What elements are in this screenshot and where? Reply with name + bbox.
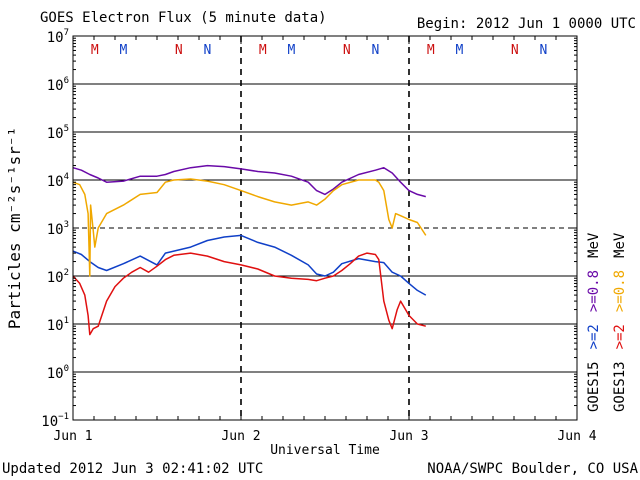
x-tick-label: Jun 3 xyxy=(389,429,428,444)
grid xyxy=(73,83,577,373)
legend-entry: GOES13 xyxy=(612,361,628,412)
y-tick-label: 100 xyxy=(47,364,69,382)
orbit-marker: N xyxy=(203,43,211,58)
y-axis-label: Particles cm⁻²s⁻¹sr⁻¹ xyxy=(5,127,24,329)
legend-column: GOES13 >=2 >=0.8 MeV xyxy=(612,232,628,412)
x-axis-label: Universal Time xyxy=(270,443,380,458)
legend-entry: GOES15 xyxy=(586,361,602,412)
y-tick-label: 103 xyxy=(47,220,69,238)
orbit-marker: N xyxy=(175,43,183,58)
y-tick-label: 104 xyxy=(47,172,69,190)
orbit-marker: M xyxy=(287,43,295,58)
orbit-marker: M xyxy=(259,43,267,58)
y-tick-label: 101 xyxy=(47,316,69,334)
y-tick-label: 105 xyxy=(47,124,69,142)
legend-entry: MeV xyxy=(586,232,602,258)
y-axis: 10−1 100 101 102 103 104 105 106 107 xyxy=(41,28,577,430)
begin-label: Begin: 2012 Jun 1 0000 UTC xyxy=(416,16,636,32)
y-tick-label: 102 xyxy=(47,268,69,286)
credit-label: NOAA/SWPC Boulder, CO USA xyxy=(427,461,638,477)
legend-column: GOES15 >=2 >=0.8 MeV xyxy=(586,232,602,412)
orbit-marker: N xyxy=(371,43,379,58)
series-line xyxy=(72,178,427,277)
series-line xyxy=(72,252,426,336)
orbit-marker: M xyxy=(91,43,99,58)
legend-entry: >=2 xyxy=(612,324,628,349)
legend-entry: >=2 xyxy=(586,324,602,349)
legend-entry: >=0.8 xyxy=(612,270,628,312)
orbit-marker: N xyxy=(539,43,547,58)
x-tick-label: Jun 1 xyxy=(53,429,92,444)
series-lines xyxy=(72,164,427,336)
y-tick-label: 10−1 xyxy=(41,412,69,430)
series-line xyxy=(72,164,426,198)
orbit-marker: N xyxy=(343,43,351,58)
legend: GOES15 >=2 >=0.8 MeV GOES13 >=2 >=0.8 MeV xyxy=(586,232,628,412)
x-tick-label: Jun 4 xyxy=(557,429,596,444)
x-axis: Jun 1 Jun 2 Jun 3 Jun 4 xyxy=(53,36,597,444)
updated-timestamp: Updated 2012 Jun 3 02:41:02 UTC xyxy=(2,461,264,477)
x-tick-label: Jun 2 xyxy=(221,429,260,444)
y-tick-label: 106 xyxy=(47,76,69,94)
legend-entry: MeV xyxy=(612,232,628,258)
legend-entry: >=0.8 xyxy=(586,270,602,312)
orbit-marker: M xyxy=(427,43,435,58)
orbit-marker: N xyxy=(511,43,519,58)
orbit-marker: M xyxy=(119,43,127,58)
chart-title: GOES Electron Flux (5 minute data) xyxy=(40,10,327,26)
orbit-marker: M xyxy=(455,43,463,58)
day-dividers xyxy=(240,36,410,420)
series-line xyxy=(72,234,427,296)
y-tick-label: 107 xyxy=(47,28,69,46)
